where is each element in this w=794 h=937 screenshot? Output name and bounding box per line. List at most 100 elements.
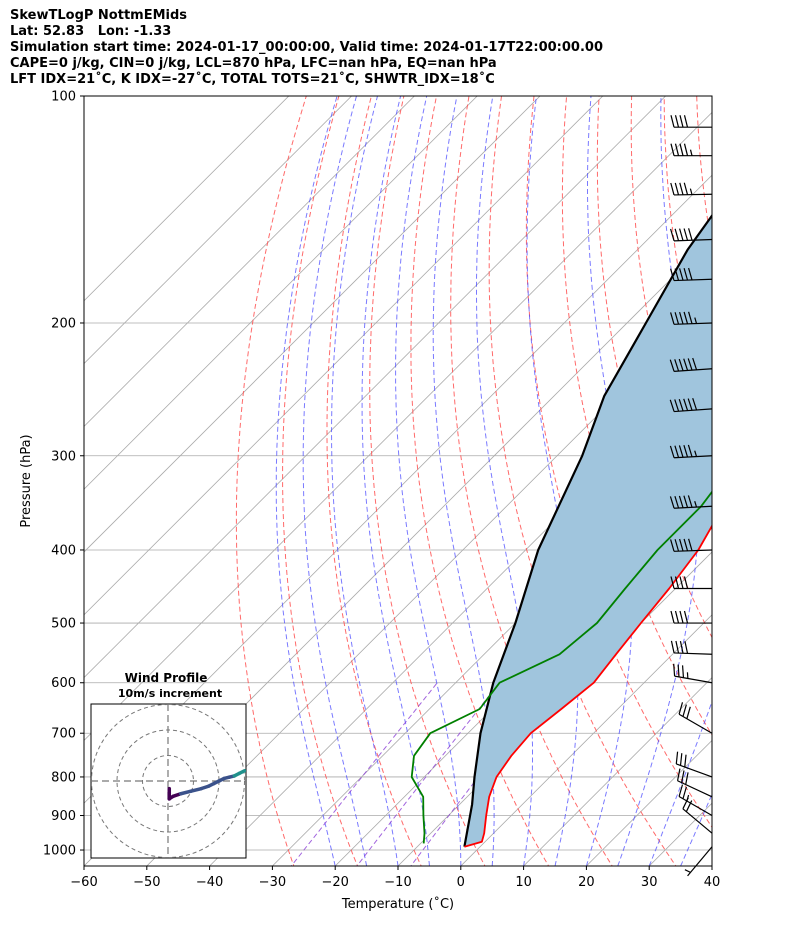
barb-feather xyxy=(674,228,680,241)
wind-barb xyxy=(669,357,713,373)
barb-feather xyxy=(678,445,684,458)
dry-adiabat-line xyxy=(410,96,550,866)
isotherm-line xyxy=(84,96,604,616)
chart-header: SkewTLogP NottmEMids Lat: 52.83 Lon: -1.… xyxy=(10,8,603,88)
mixing-ratio-line xyxy=(356,682,500,866)
barb-feather xyxy=(670,182,675,196)
x-tick-label: −60 xyxy=(70,875,97,890)
barb-feather xyxy=(679,610,684,624)
barb-staff xyxy=(674,238,713,242)
x-axis-label: Temperature (˚C) xyxy=(341,896,454,912)
dry-adiabat-line xyxy=(450,96,613,866)
barb-staff xyxy=(674,278,713,282)
station-title: SkewTLogP NottmEMids xyxy=(10,8,188,23)
time-line: Simulation start time: 2024-01-17_00:00:… xyxy=(10,40,603,55)
barb-feather xyxy=(674,182,680,196)
barb-feather xyxy=(678,358,684,371)
isotherm-line xyxy=(711,865,712,866)
isotherm-line xyxy=(523,677,712,866)
barb-half-feather xyxy=(694,317,698,324)
wind-barb xyxy=(670,267,713,282)
barb-feather xyxy=(686,706,691,719)
y-tick-label: 900 xyxy=(51,809,76,824)
barb-feather xyxy=(679,576,684,589)
y-tick-label: 700 xyxy=(51,727,76,742)
barb-feather xyxy=(674,576,680,589)
barb-feather xyxy=(685,772,689,785)
moist-adiabat-line xyxy=(302,96,368,866)
indices-line: LFT IDX=21˚C, K IDX=-27˚C, TOTAL TOTS=21… xyxy=(10,72,495,87)
barb-feather xyxy=(683,228,689,241)
isotherm-line xyxy=(84,96,353,365)
barb-staff xyxy=(674,675,713,684)
isotherm-line xyxy=(84,111,712,741)
temperature-line xyxy=(464,524,712,848)
barb-staff xyxy=(674,505,713,509)
barb-feather xyxy=(687,358,693,371)
cape-line: CAPE=0 j/kg, CIN=0 j/kg, LCL=870 hPa, LF… xyxy=(10,56,497,71)
isotherm-line xyxy=(84,96,667,679)
wind-barb xyxy=(669,444,713,459)
cape-cin-fill-layer xyxy=(464,215,712,847)
y-tick-label: 100 xyxy=(51,90,76,105)
x-tick-label: 0 xyxy=(457,875,465,890)
wind-barb xyxy=(678,784,713,817)
barb-staff xyxy=(674,549,713,552)
barb-feather xyxy=(683,115,689,128)
moist-adiabat-line xyxy=(711,864,712,866)
barb-feather xyxy=(669,445,675,458)
wind-barb xyxy=(670,228,713,242)
dry-adiabat-line xyxy=(561,96,712,736)
barb-staff xyxy=(678,796,713,817)
isotherm-line xyxy=(460,614,712,866)
wind-barb xyxy=(669,495,713,509)
barb-half-feather xyxy=(694,500,698,508)
moist-adiabat-line xyxy=(648,700,712,866)
dry-adiabat-line xyxy=(235,96,307,866)
barb-feather xyxy=(684,641,689,654)
x-tick-label: 10 xyxy=(515,875,532,890)
wind-barb xyxy=(670,640,713,655)
hodograph-segment xyxy=(189,786,203,793)
barb-feather xyxy=(684,754,687,768)
barb-feather xyxy=(673,663,676,677)
y-tick-label: 1000 xyxy=(43,844,76,859)
wind-barb xyxy=(673,663,713,684)
x-tick-label: −20 xyxy=(321,875,348,890)
barb-feather xyxy=(669,496,675,509)
barb-staff xyxy=(674,455,713,459)
y-tick-label: 300 xyxy=(51,449,76,464)
barb-staff xyxy=(674,408,713,413)
axes: −60 −50 −40 −30 −20 −10 0 10 20 30 40 100 200 300 400 5… xyxy=(43,90,720,891)
x-tick-label: 40 xyxy=(704,875,721,890)
barb-feather xyxy=(683,311,689,325)
barb-feather xyxy=(683,143,689,156)
barb-half-feather xyxy=(689,188,693,195)
wind-profile-inset: Wind Profile 10m/s increment xyxy=(90,671,247,859)
barb-feather xyxy=(682,704,687,717)
wind-barb xyxy=(670,538,713,552)
barb-feather xyxy=(679,641,684,654)
barb-staff xyxy=(677,780,713,798)
wind-barb xyxy=(670,576,712,590)
barb-feather xyxy=(683,495,689,508)
inset-subtitle: 10m/s increment xyxy=(118,687,222,700)
moist-adiabat-line xyxy=(617,96,700,866)
barb-feather xyxy=(688,267,693,281)
moist-adiabat-line xyxy=(395,96,462,866)
barb-staff xyxy=(676,763,713,778)
barb-feather xyxy=(677,664,680,677)
dry-adiabat-line xyxy=(326,96,422,866)
barb-feather xyxy=(670,312,675,325)
barb-staff xyxy=(673,193,713,196)
moist-adiabat-line xyxy=(743,96,794,866)
barb-feather xyxy=(674,312,680,325)
barb-feather xyxy=(670,115,675,128)
barb-feather xyxy=(674,143,680,156)
barb-feather xyxy=(674,115,680,128)
barb-staff xyxy=(674,368,713,373)
barb-feather xyxy=(679,311,684,325)
barb-half-feather xyxy=(689,149,693,156)
barb-feather xyxy=(674,445,680,458)
isotherm-line xyxy=(84,96,478,490)
